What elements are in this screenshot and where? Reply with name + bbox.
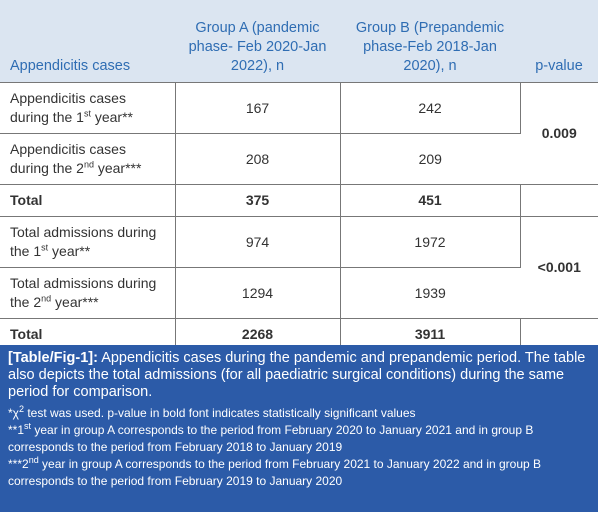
cell: 1294 <box>175 267 341 319</box>
table-row: Total admissions during the 2nd year*** 1… <box>0 267 598 319</box>
row-label-part: Total admissions during the 2 <box>10 275 157 310</box>
data-table: Appendicitis cases Group A (pandemic phas… <box>0 0 598 350</box>
total-cell: 2268 <box>175 318 341 350</box>
footnote-part: year in group A corresponds to the perio… <box>8 423 534 454</box>
footnote-part: *χ <box>8 406 19 420</box>
total-row: Total 2268 3911 <box>0 318 598 350</box>
footnote-part: **1 <box>8 423 25 437</box>
row-label-part: st <box>41 242 49 253</box>
cell: 167 <box>175 82 341 134</box>
footnote-part: nd <box>28 455 39 465</box>
cell: 209 <box>340 133 520 185</box>
row-label: Appendicitis cases during the 2nd year**… <box>0 133 176 185</box>
row-label-part: Appendicitis cases during the 2 <box>10 141 126 176</box>
caption-box: [Table/Fig-1]: Appendicitis cases during… <box>0 345 598 512</box>
header-row: Appendicitis cases Group A (pandemic phas… <box>0 0 598 83</box>
cell: 1972 <box>340 216 521 268</box>
table-row: Total admissions during the 1st year** 97… <box>0 216 598 319</box>
total-cell: 375 <box>175 184 341 217</box>
empty-cell <box>520 318 598 350</box>
caption-text: Appendicitis cases during the pandemic a… <box>8 350 586 400</box>
row-label: Total admissions during the 2nd year*** <box>0 267 176 319</box>
total-cell: 451 <box>340 184 521 217</box>
row-label: Total admissions during the 1st year** <box>0 216 176 268</box>
column-header: Group A (pandemic phase- Feb 2020-Jan 20… <box>175 0 340 83</box>
footnote-part: 2 <box>18 404 24 414</box>
total-row: Total 375 451 <box>0 184 598 217</box>
row-label: Appendicitis cases during the 1st year** <box>0 82 176 134</box>
row-label-part: nd <box>83 159 94 170</box>
row-label-part: year*** <box>93 160 142 176</box>
cell: 1939 <box>340 267 520 319</box>
column-header: p-value <box>520 0 598 83</box>
row-label-part: year*** <box>51 294 99 310</box>
table-row: Appendicitis cases during the 1st year**… <box>0 82 598 185</box>
notes: *χ2 test was used. p-value in bold font … <box>8 405 590 490</box>
footnote-part: st <box>24 421 32 431</box>
empty-cell <box>520 184 598 217</box>
total-label: Total <box>0 318 176 350</box>
column-header: Appendicitis cases <box>0 0 175 83</box>
row-label-part: st <box>83 108 91 119</box>
p-value: 0.009 <box>520 82 598 185</box>
footnote-part: year in group A corresponds to the perio… <box>8 457 542 488</box>
row-label-part: Appendicitis cases during the 1 <box>10 90 126 125</box>
p-value: <0.001 <box>520 216 598 319</box>
row-label-part: Total admissions during the 1 <box>10 224 157 259</box>
cell: 242 <box>340 82 521 134</box>
total-label: Total <box>0 184 176 217</box>
cell: 208 <box>175 133 341 185</box>
footnote-part: ***2 <box>8 457 29 471</box>
footnote: *χ2 test was used. p-value in bold font … <box>8 405 590 422</box>
table-body: Appendicitis cases during the 1st year**… <box>0 82 598 350</box>
table-row: Appendicitis cases during the 2nd year**… <box>0 133 598 185</box>
row-label-part: year** <box>48 243 91 259</box>
row-label-part: nd <box>41 293 52 304</box>
total-cell: 3911 <box>340 318 521 350</box>
footnote-part: test was used. p-value in bold font indi… <box>23 406 416 420</box>
column-header: Group B (Prepandemic phase-Feb 2018-Jan … <box>340 0 520 83</box>
footnote: **1st year in group A corresponds to the… <box>8 422 590 456</box>
caption-label: [Table/Fig-1]: <box>8 350 98 366</box>
cell: 974 <box>175 216 341 268</box>
row-label-part: year** <box>90 109 133 125</box>
footnote: ***2nd year in group A corresponds to th… <box>8 456 590 490</box>
caption: [Table/Fig-1]: Appendicitis cases during… <box>8 350 590 401</box>
